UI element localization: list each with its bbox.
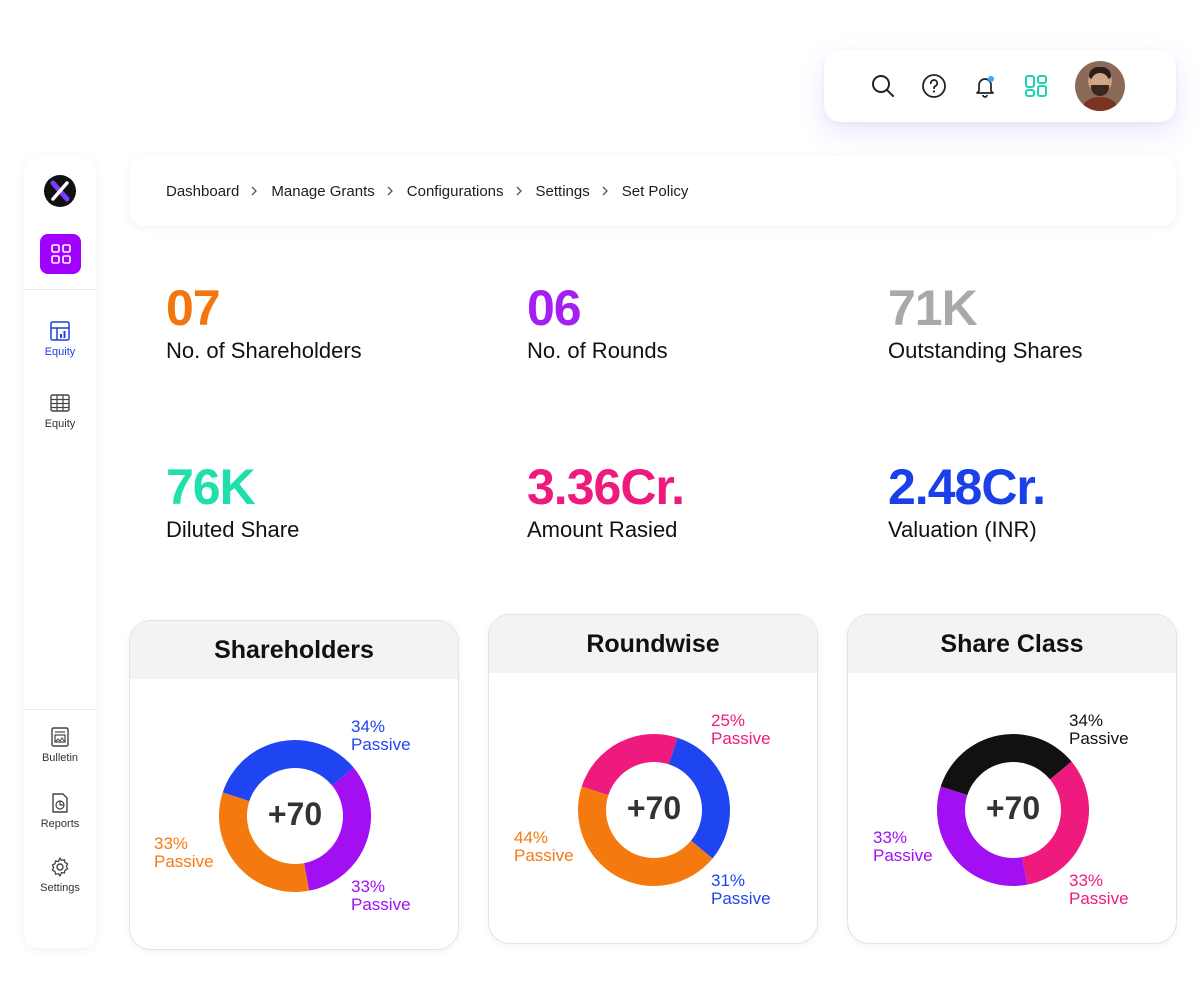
sidebar-item-label: Equity — [44, 418, 76, 430]
chart-title: Shareholders — [130, 621, 458, 679]
sidebar-item-equity-table[interactable]: Equity — [24, 392, 96, 430]
sidebar: Equity Equity Bulletin Reports Settings — [24, 156, 96, 948]
slice-label: 34% Passive — [351, 717, 411, 754]
breadcrumb-settings[interactable]: Settings — [535, 182, 590, 200]
help-icon[interactable] — [919, 71, 949, 101]
stat-label: Diluted Share — [166, 517, 300, 542]
stat-value: 2.48Cr. — [888, 459, 1046, 515]
sidebar-item-bulletin[interactable]: Bulletin — [24, 726, 96, 764]
apps-icon[interactable] — [1021, 71, 1051, 101]
slice-label: 33% Passive — [351, 877, 411, 914]
donut-slice-0 — [222, 740, 354, 802]
table-grid-icon — [50, 394, 70, 412]
stat-label: Outstanding Shares — [888, 338, 1083, 363]
stat-rounds: 06 No. of Rounds — [527, 282, 668, 364]
sidebar-item-label: Equity — [44, 346, 76, 358]
sidebar-item-equity-dashboard[interactable]: Equity — [24, 320, 96, 358]
stat-label: Amount Rasied — [527, 517, 678, 542]
reports-icon — [52, 793, 68, 813]
donut-slice-0 — [940, 734, 1072, 796]
stat-diluted-share: 76K Diluted Share — [166, 461, 299, 543]
bulletin-icon — [51, 727, 69, 747]
search-icon[interactable] — [868, 71, 898, 101]
chart-title: Roundwise — [489, 615, 817, 673]
chevron-right-icon — [598, 184, 612, 198]
donut-slice-1 — [668, 737, 730, 859]
donut-slice-0 — [581, 734, 678, 796]
stat-valuation: 2.48Cr. Valuation (INR) — [888, 459, 1046, 543]
slice-label: 34% Passive — [1069, 711, 1129, 748]
stat-value: 07 — [166, 280, 221, 336]
dashboard-button[interactable] — [40, 234, 81, 274]
gear-icon — [51, 857, 69, 877]
slice-label: 33% Passive — [154, 834, 214, 871]
share-class-donut-chart — [937, 734, 1089, 886]
stat-value: 06 — [527, 280, 582, 336]
chevron-right-icon — [247, 184, 261, 198]
sidebar-item-settings[interactable]: Settings — [24, 856, 96, 894]
donut-slice-2 — [218, 792, 310, 892]
chart-title: Share Class — [848, 615, 1176, 673]
stat-label: Valuation (INR) — [888, 517, 1037, 542]
breadcrumb: Dashboard Manage Grants Configurations S… — [130, 156, 1176, 226]
slice-label: 33% Passive — [1069, 871, 1129, 908]
donut-slice-1 — [303, 767, 371, 891]
sidebar-item-label: Reports — [40, 818, 80, 830]
chart-center-label: +70 — [626, 790, 682, 826]
sidebar-divider — [24, 289, 96, 290]
chevron-right-icon — [512, 184, 526, 198]
shareholders-chart-card: Shareholders +70 34% Passive 33% Passive 3… — [129, 620, 459, 950]
sidebar-item-label: Settings — [40, 882, 80, 894]
grid-icon — [50, 244, 71, 264]
roundwise-donut-chart — [578, 734, 730, 886]
shareholders-donut-chart — [218, 740, 371, 892]
breadcrumb-set-policy[interactable]: Set Policy — [621, 182, 689, 200]
sidebar-item-reports[interactable]: Reports — [24, 792, 96, 830]
sidebar-item-label: Bulletin — [41, 752, 79, 764]
roundwise-chart-card: Roundwise +70 25% Passive 31% Passive 44% P… — [488, 614, 818, 944]
top-action-bar — [824, 50, 1176, 122]
stat-outstanding-shares: 71K Outstanding Shares — [888, 282, 1082, 364]
breadcrumb-configurations[interactable]: Configurations — [406, 182, 504, 200]
stat-label: No. of Shareholders — [166, 338, 362, 363]
share-class-chart-card: Share Class +70 34% Passive 33% Passive 33… — [847, 614, 1177, 944]
stat-value: 76K — [166, 459, 256, 515]
bell-icon[interactable] — [970, 71, 1000, 101]
slice-label: 31% Passive — [711, 871, 771, 908]
chart-dashboard-icon — [50, 321, 70, 341]
breadcrumb-dashboard[interactable]: Dashboard — [166, 182, 240, 200]
donut-slice-2 — [578, 786, 713, 886]
chart-center-label: +70 — [267, 796, 323, 832]
stat-value: 3.36Cr. — [527, 459, 685, 515]
stat-value: 71K — [888, 280, 978, 336]
chevron-right-icon — [383, 184, 397, 198]
stat-label: No. of Rounds — [527, 338, 668, 363]
brand-logo[interactable] — [44, 175, 76, 207]
breadcrumb-manage-grants[interactable]: Manage Grants — [271, 182, 375, 200]
chart-center-label: +70 — [985, 790, 1041, 826]
slice-label: 33% Passive — [873, 828, 933, 865]
donut-slice-1 — [1021, 761, 1089, 885]
user-avatar[interactable] — [1075, 61, 1125, 111]
sidebar-divider — [24, 709, 96, 710]
slice-label: 44% Passive — [514, 828, 574, 865]
slice-label: 25% Passive — [711, 711, 771, 748]
donut-slice-2 — [937, 786, 1028, 886]
stat-amount-raised: 3.36Cr. Amount Rasied — [527, 459, 685, 543]
stat-shareholders: 07 No. of Shareholders — [166, 282, 362, 364]
